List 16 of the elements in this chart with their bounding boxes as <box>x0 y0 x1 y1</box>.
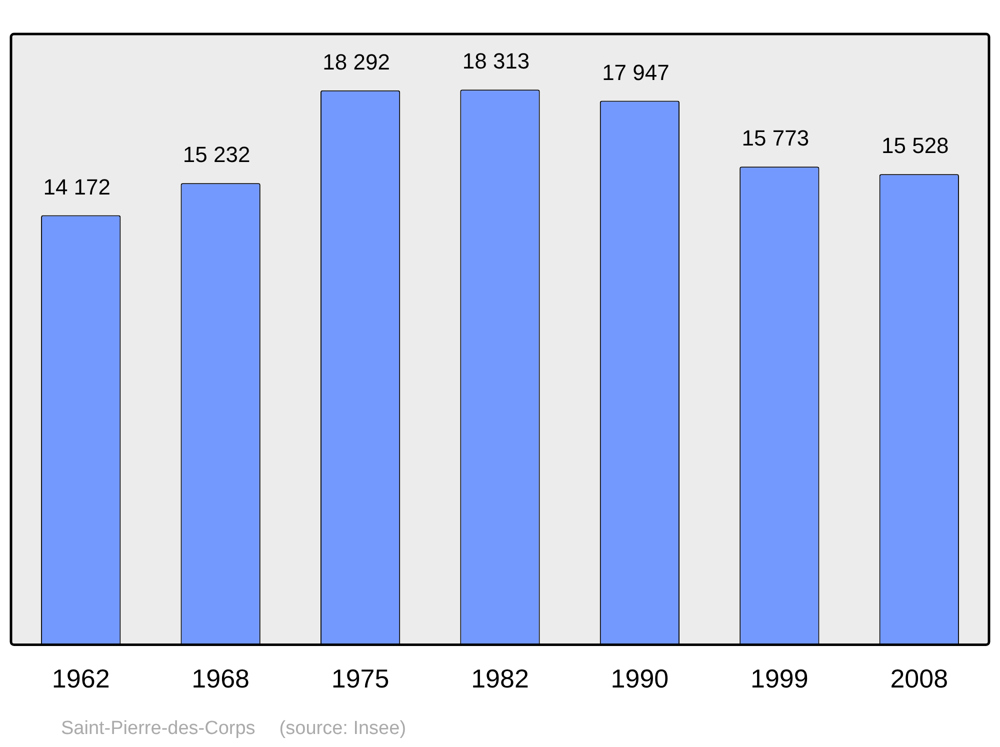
x-tick-label: 1982 <box>471 664 529 694</box>
x-tick-label: 1975 <box>331 664 390 694</box>
x-tick-label: 1962 <box>52 664 110 694</box>
text: Saint-Pierre-des-Corps <box>61 718 256 739</box>
data-label: 15 773 <box>742 126 810 151</box>
data-label: 18 313 <box>462 48 530 74</box>
x-tick-label: 2008 <box>890 664 948 694</box>
data-label: 14 172 <box>43 174 111 200</box>
data-label: 15 232 <box>182 142 250 168</box>
x-tick-label: 1999 <box>750 664 808 694</box>
x-tick-label: 1968 <box>192 664 250 694</box>
x-tick-label: 1990 <box>610 664 669 694</box>
data-label: 15 528 <box>881 133 949 158</box>
data-label: 18 292 <box>322 49 390 74</box>
text: (source: Insee) <box>279 718 406 739</box>
data-label: 17 947 <box>602 60 670 85</box>
